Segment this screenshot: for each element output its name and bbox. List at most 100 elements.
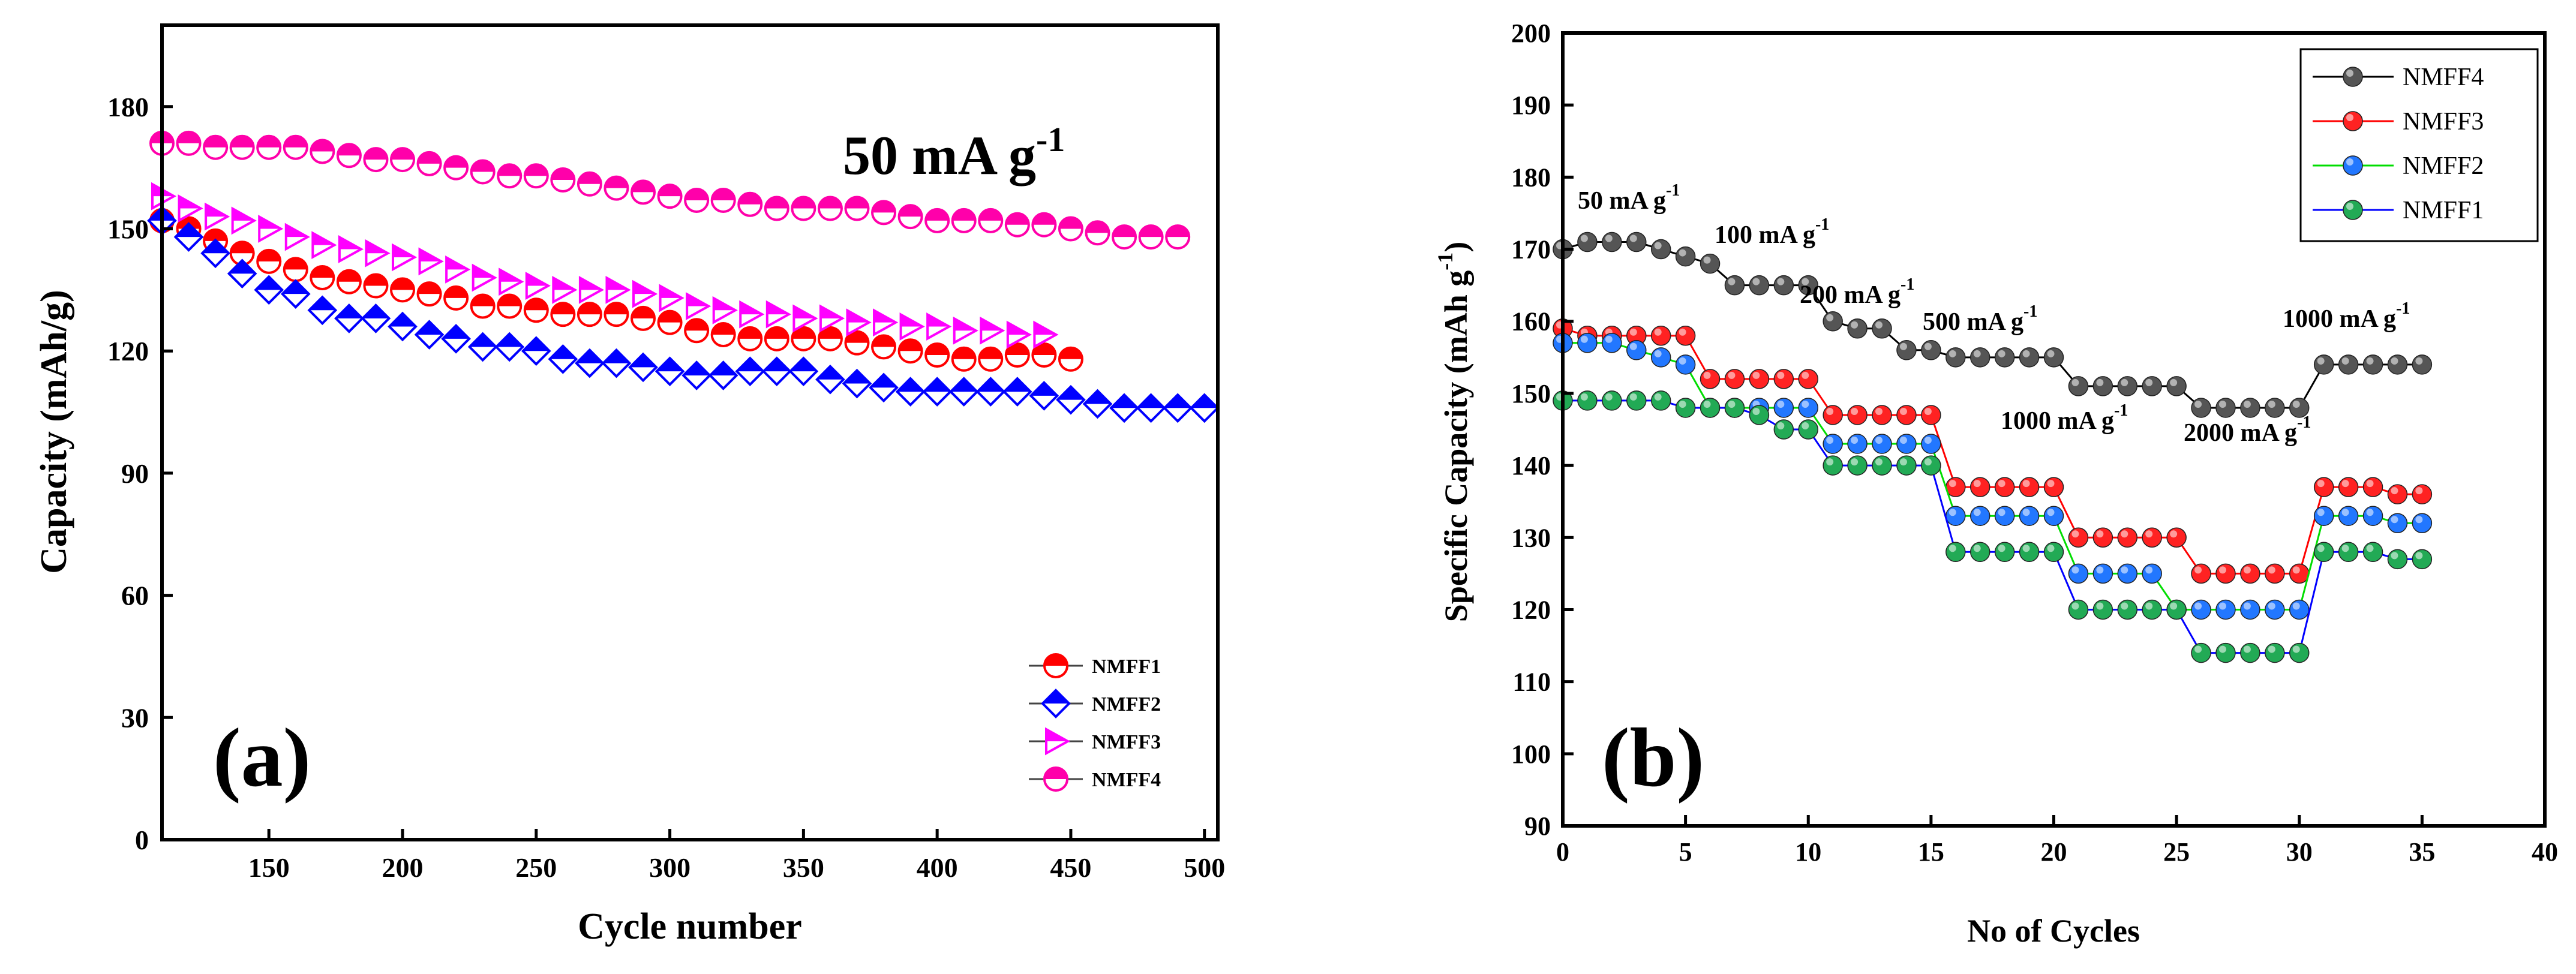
data-point-ball [2362, 542, 2383, 563]
data-point [2313, 506, 2334, 526]
data-point-fill [313, 233, 335, 245]
data-point-ball [1823, 434, 1843, 454]
data-point-ball [1994, 542, 2015, 563]
data-point-highlight [2096, 378, 2104, 386]
data-point-ball [2117, 527, 2138, 548]
data-point-highlight [1924, 407, 1932, 415]
panel-b-y-axis-sup: -1 [1433, 252, 1457, 270]
data-point [2092, 599, 2113, 620]
data-point-ball [1577, 390, 1598, 411]
rate-label-text: 200 mA g [1800, 281, 1901, 309]
data-point-highlight [1703, 400, 1711, 408]
data-point [2019, 542, 2040, 563]
data-point [2117, 376, 2138, 396]
data-point-fill [1166, 226, 1190, 238]
data-point-fill [259, 217, 281, 229]
data-point-ball [1626, 340, 1647, 360]
data-point [1577, 333, 1598, 353]
data-point [2117, 563, 2138, 584]
data-point [1626, 232, 1647, 252]
data-point-fill [870, 374, 897, 388]
data-point-fill [1031, 382, 1058, 396]
data-point-fill [1044, 768, 1067, 779]
data-point [1675, 246, 1696, 267]
data-point [1823, 434, 1843, 454]
panel-a-annotation-text: 50 mA g [843, 125, 1036, 186]
data-point-highlight [2218, 566, 2226, 574]
data-point-fill [767, 302, 789, 315]
x-tick-label: 35 [2409, 837, 2435, 867]
data-point [2191, 398, 2211, 418]
data-point-highlight [1973, 350, 1981, 357]
data-point-ball [1823, 405, 1843, 425]
data-point-ball [2387, 354, 2408, 375]
data-point-highlight [2022, 509, 2030, 516]
data-point [1872, 405, 1892, 425]
data-point-ball [1675, 398, 1696, 418]
data-point-highlight [1802, 278, 1809, 285]
data-point-highlight [1580, 335, 1588, 343]
data-point-ball [1994, 506, 2015, 526]
data-point-highlight [2341, 480, 2349, 488]
data-point-fill [900, 314, 923, 327]
data-point-fill [738, 327, 762, 339]
data-point-fill [473, 265, 495, 278]
data-point-fill [391, 278, 415, 290]
data-point-fill [311, 140, 334, 152]
data-point-fill [282, 281, 309, 294]
data-point-ball [1969, 506, 1990, 526]
data-point-fill [1046, 729, 1068, 741]
data-point-ball [1969, 347, 1990, 368]
data-point-ball [2142, 527, 2162, 548]
data-point-highlight [2243, 602, 2251, 610]
data-point [1994, 477, 2015, 497]
legend-entry-nmff2: NMFF2 [1029, 689, 1161, 719]
data-point-fill [418, 282, 441, 294]
data-point-highlight [2170, 602, 2178, 610]
panel-a-annotation-sup: -1 [1036, 120, 1065, 159]
data-point-fill [924, 378, 951, 392]
data-point-ball [1749, 405, 1770, 425]
data-point [2343, 155, 2363, 176]
data-point-highlight [2268, 602, 2275, 610]
data-point-ball [1724, 275, 1745, 296]
data-point [1798, 419, 1818, 440]
data-point-highlight [2292, 566, 2300, 574]
data-point [2240, 599, 2260, 620]
data-point-fill [656, 358, 683, 372]
data-point-highlight [2022, 545, 2030, 552]
data-point-highlight [2341, 509, 2349, 516]
panel-b-legend: NMFF4 NMFF3 NMFF2 NMFF1 [2299, 48, 2539, 242]
data-point-ball [2338, 477, 2359, 497]
data-point [1773, 275, 1794, 296]
data-point-highlight [2145, 530, 2153, 538]
data-point-ball [1969, 542, 1990, 563]
data-point-highlight [1948, 509, 1956, 516]
legend-label: NMFF4 [1092, 769, 1161, 791]
data-point-ball [2068, 376, 2089, 396]
data-point-fill [632, 306, 655, 318]
data-point [2166, 527, 2187, 548]
data-point-highlight [2121, 378, 2128, 386]
data-point-ball [2343, 200, 2363, 220]
data-point-fill [419, 249, 442, 261]
data-point [2343, 111, 2363, 131]
data-point-highlight [2341, 357, 2349, 365]
data-point-fill [391, 148, 415, 160]
data-point-ball [1700, 398, 1721, 418]
data-point-highlight [1826, 407, 1834, 415]
data-point-highlight [1629, 328, 1637, 336]
x-tick-label: 25 [2163, 837, 2190, 867]
rate-label-sup: -1 [2023, 302, 2037, 321]
data-point-highlight [1679, 249, 1686, 257]
rate-label: 200 mA g-1 [1800, 275, 1914, 309]
data-point-highlight [1580, 235, 1588, 242]
data-point-ball [2387, 513, 2408, 533]
data-point-fill [790, 358, 817, 372]
panel-b: 0 5 10 15 20 25 30 35 40 90 100 110 120 130 140 150 160… [1433, 19, 2558, 949]
data-point [1945, 506, 1966, 526]
data-point-highlight [1752, 278, 1760, 285]
data-point-fill [526, 273, 548, 286]
y-tick-label: 110 [1512, 668, 1551, 697]
legend-label: NMFF3 [2403, 108, 2484, 136]
